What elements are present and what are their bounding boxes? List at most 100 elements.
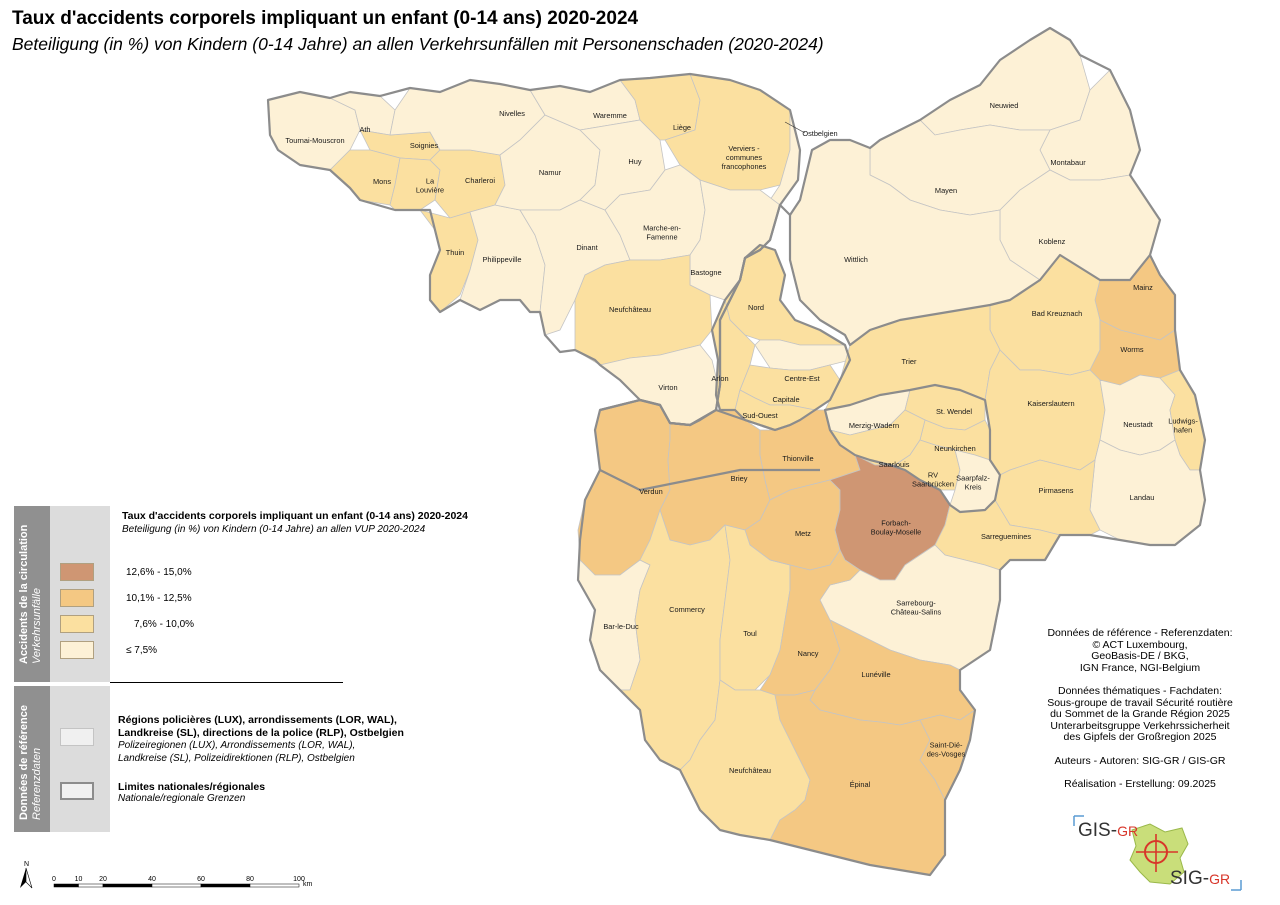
region-label-mainz-30: Mainz: [1133, 283, 1153, 292]
credits-made: Réalisation - Erstellung: 09.2025: [1064, 778, 1216, 790]
legend-swatch-class3: [60, 589, 94, 607]
region-label-capitale-23: Capitale: [772, 395, 799, 404]
region-label-commercy-53: Commercy: [669, 605, 705, 614]
credits-ref-2: GeoBasis-DE / BKG,: [1091, 650, 1189, 662]
legend-label-class3: 10,1% - 12,5%: [126, 593, 192, 604]
region-label-wittlich-29: Wittlich: [844, 255, 868, 264]
region-label-charleroi-5: Charleroi: [465, 176, 495, 185]
region-label-marche-en-famenne-16: Marche-en-Famenne: [643, 224, 681, 242]
region-neuwied-25: [919, 27, 1091, 136]
region-label-merzig-wadern-39: Merzig-Wadern: [849, 421, 899, 430]
legend-label-class1: ≤ 7,5%: [126, 645, 158, 656]
region-label-tournai-mouscron-0: Tournai-Mouscron: [285, 136, 344, 145]
region-label-briey-46: Briey: [731, 474, 748, 483]
region-neufchateau-18: [574, 254, 713, 366]
region-label-waremme-11: Waremme: [593, 111, 627, 120]
region-label-thionville-47: Thionville: [782, 454, 813, 463]
legend-side-bar: [14, 506, 50, 832]
region-label-koblenz-28: Koblenz: [1039, 237, 1066, 246]
legend-swatch-limits: [60, 782, 94, 800]
north-label: N: [24, 861, 29, 868]
rlp-boundary: [788, 215, 1151, 347]
region-label-montabaur-26: Montabaur: [1050, 158, 1086, 167]
region-label-namur-9: Namur: [539, 168, 562, 177]
scale-segment: [78, 883, 104, 888]
region-label-neufchateau-57: Neufchâteau: [729, 766, 771, 775]
lor-boundary: [599, 468, 820, 492]
region-label-sud-ouest-24: Sud-Ouest: [742, 411, 777, 420]
logo-text-top: GIS-GR: [1078, 820, 1138, 841]
region-label-neustadt-35: Neustadt: [1123, 420, 1153, 429]
region-label-saarlouis-42: Saarlouis: [879, 460, 910, 469]
scale-tick-label: 80: [246, 876, 254, 883]
legend-divider-line: [110, 682, 343, 683]
legend-regions-fr: Régions policières (LUX), arrondissement…: [118, 714, 404, 739]
scale-tick-label: 10: [75, 876, 83, 883]
credits-them-3: Unterarbeitsgruppe Verkehrssicherheit: [1050, 719, 1230, 732]
region-label-trier-33: Trier: [902, 357, 917, 366]
credits-ref-3: IGN France, NGI-Belgium: [1079, 661, 1201, 674]
logo-region-shape: [1129, 823, 1189, 885]
legend-side-label-top: Accidents de la circulation Verkehrsunfä…: [18, 524, 43, 664]
region-label-nivelles-8: Nivelles: [499, 109, 525, 118]
legend-regions-de: Polizeiregionen (LUX), Arrondissements (…: [118, 740, 356, 764]
credits-block: Données de référence - Referenzdaten: © …: [1040, 627, 1240, 791]
region-label-worms-32: Worms: [1120, 345, 1144, 354]
region-label-bad-kreuznach-31: Bad Kreuznach: [1032, 309, 1083, 318]
region-label-rv-saarbrucken-43: RV Saarbrücken: [912, 471, 954, 489]
region-label-bastogne-17: Bastogne: [690, 268, 721, 277]
scale-tick-label: 0: [52, 876, 56, 883]
region-label-neuwied-25: Neuwied: [990, 101, 1019, 110]
credits-them-head: Données thématiques - Fachdaten:: [1057, 685, 1223, 697]
scale-segment: [249, 883, 300, 888]
region-label-centre-est-22: Centre-Est: [784, 374, 819, 383]
region-label-ostbelgien-15: Ostbelgien: [802, 129, 837, 138]
legend-swatch-panel: [50, 506, 110, 832]
scale-unit: km: [303, 881, 313, 888]
be-fr-boundary: [599, 398, 791, 432]
legend-limits-fr: Limites nationales/régionales: [118, 781, 266, 793]
legend-label-class2: 7,6% - 10,0%: [134, 619, 195, 630]
legend-swatch-regions: [60, 728, 94, 746]
scale-tick-label: 60: [197, 876, 205, 883]
region-label-thuin-6: Thuin: [446, 248, 465, 257]
region-label-toul-54: Toul: [743, 629, 757, 638]
region-label-verviers-communes-francophones-14: Verviers -communes francophones: [722, 144, 767, 171]
map-subtitle: Beteiligung (in %) von Kindern (0-14 Jah…: [12, 34, 824, 54]
region-label-metz-48: Metz: [795, 529, 811, 538]
legend-side-label-bottom: Données de référence Referenzdaten: [18, 705, 43, 820]
region-label-la-louviere-4: La Louvière: [416, 177, 444, 195]
region-pirmasens-38: [994, 459, 1101, 536]
region-label-verdun-45: Verdun: [639, 487, 662, 496]
region-label-arlon-21: Arlon: [711, 374, 728, 383]
lux-boundary: [710, 243, 852, 432]
region-label-philippeville-7: Philippeville: [482, 255, 521, 264]
credits-authors: Auteurs - Autoren: SIG-GR / GIS-GR: [1054, 754, 1226, 767]
legend-separator: [14, 682, 110, 686]
north-arrow-icon: [20, 868, 26, 888]
legend-swatch-class4: [60, 563, 94, 581]
region-label-mons-3: Mons: [373, 177, 391, 186]
legend-heading-de: Beteiligung (in %) von Kindern (0-14 Jah…: [122, 524, 426, 535]
legend-label-class4: 12,6% - 15,0%: [126, 567, 192, 578]
region-label-ludwigs-hafen-36: Ludwigs-hafen: [1168, 417, 1198, 435]
region-label-virton-19: Virton: [658, 383, 677, 392]
credits-them-2: du Sommet de la Grande Région 2025: [1050, 708, 1230, 720]
credits-them-4: des Gipfels der Großregion 2025: [1063, 731, 1217, 743]
region-label-neufchateau-18: Neufchâteau: [609, 305, 651, 314]
logo-text-bottom: SIG-GR: [1170, 868, 1230, 889]
scale-tick-label: 20: [99, 876, 107, 883]
scale-tick-label: 40: [148, 876, 156, 883]
region-label-sarreguemines-50: Sarreguemines: [981, 532, 1031, 541]
region-label-landau-37: Landau: [1130, 493, 1155, 502]
region-label-dinant-10: Dinant: [576, 243, 597, 252]
legend-heading: Taux d'accidents corporels impliquant un…: [122, 510, 468, 522]
credits-them-1: Sous-groupe de travail Sécurité routière: [1047, 696, 1233, 709]
region-label-nord-20: Nord: [748, 303, 764, 312]
scale-segment: [200, 883, 251, 888]
region-label-pirmasens-38: Pirmasens: [1039, 486, 1074, 495]
region-label-ath-1: Ath: [359, 125, 370, 134]
saar-boundary: [823, 383, 1002, 514]
